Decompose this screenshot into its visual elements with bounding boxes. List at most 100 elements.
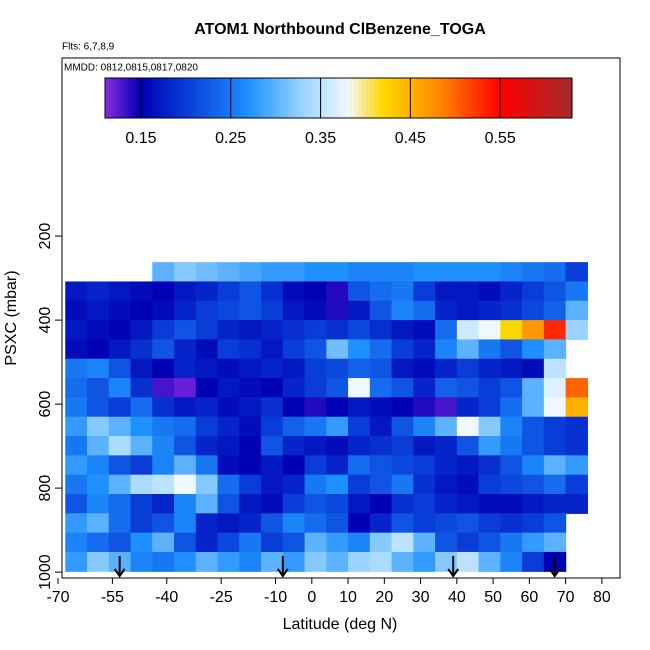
cell [195,339,219,360]
cell [500,378,523,398]
chart-title: ATOM1 Northbound ClBenzene_TOGA [194,21,486,38]
colorbar-swatch [132,78,137,118]
cell [478,416,501,437]
cell [304,378,327,398]
y-axis-label: PSXC (mbar) [3,270,20,365]
cell [500,320,523,341]
cell [152,320,175,341]
colorbar-swatch [272,78,277,118]
cell [543,358,567,379]
cell [522,339,545,360]
cell [108,378,132,398]
cell [500,281,523,302]
cell [239,513,262,534]
cell [369,339,393,360]
cell [543,455,567,476]
cell [217,397,240,418]
cell [435,474,458,495]
cell [87,300,110,321]
cell [304,416,327,437]
cell [478,436,501,456]
colorbar-swatch [182,78,188,118]
cell [239,474,262,495]
cell [152,262,175,283]
cell [369,513,393,534]
cell [195,513,219,534]
cell [478,474,501,495]
cell [65,378,88,398]
colorbar-swatch [330,78,336,118]
cell [195,493,219,514]
cell [130,339,153,360]
arrow [276,556,289,578]
cell [304,474,327,495]
x-axis-label: Latitude (deg N) [283,616,398,633]
arrow [447,556,460,578]
cell [500,474,523,495]
cell [239,339,262,360]
cell [108,300,132,321]
cell [369,397,393,418]
cell [478,320,501,341]
cell [565,281,588,302]
cell [456,320,480,341]
colorbar-swatch [233,78,238,118]
cell [65,281,88,302]
x-tick-label: 50 [484,589,502,606]
x-tick-label: 80 [593,589,611,606]
arrow-head [113,568,126,578]
cell [108,513,132,534]
colorbar-swatch [513,78,519,118]
colorbar-swatch [194,78,199,118]
cell [543,493,567,514]
colorbar-swatch [299,78,304,118]
colorbar-swatch [486,78,491,118]
colorbar-swatch [369,78,375,118]
colorbar-swatch [241,78,246,118]
cell [326,551,349,572]
cell [456,532,480,553]
cell [435,262,458,283]
cell [195,416,219,437]
cell [348,281,371,302]
colorbar-swatch [175,78,180,118]
cell [413,513,436,534]
cell [391,378,414,398]
cell [391,493,414,514]
cell [326,513,349,534]
cell [282,397,306,418]
cell [108,397,132,418]
cell [65,436,88,456]
x-tick-label: 60 [520,589,538,606]
cell [478,493,501,514]
cell [478,397,501,418]
colorbar-swatch [466,78,472,118]
colorbar-swatch [521,78,526,118]
cell [282,551,306,572]
cell [413,474,436,495]
cell [217,358,240,379]
colorbar-swatch [136,78,141,118]
cell [565,378,588,398]
cell [348,436,371,456]
cell [522,513,545,534]
cell [130,551,153,572]
cell [522,532,545,553]
cell [435,320,458,341]
cell [217,455,240,476]
cell [478,281,501,302]
cell [282,513,306,534]
cell [500,493,523,514]
colorbar-swatch [443,78,448,118]
cell [239,436,262,456]
colorbar-swatch [315,78,320,118]
cell [391,455,414,476]
cell [543,378,567,398]
cell [195,281,219,302]
cell [108,493,132,514]
colorbar-tick-label: 0.55 [485,130,516,147]
colorbar-swatch [326,78,332,118]
cell [326,281,349,302]
cell [65,513,88,534]
cell [543,416,567,437]
